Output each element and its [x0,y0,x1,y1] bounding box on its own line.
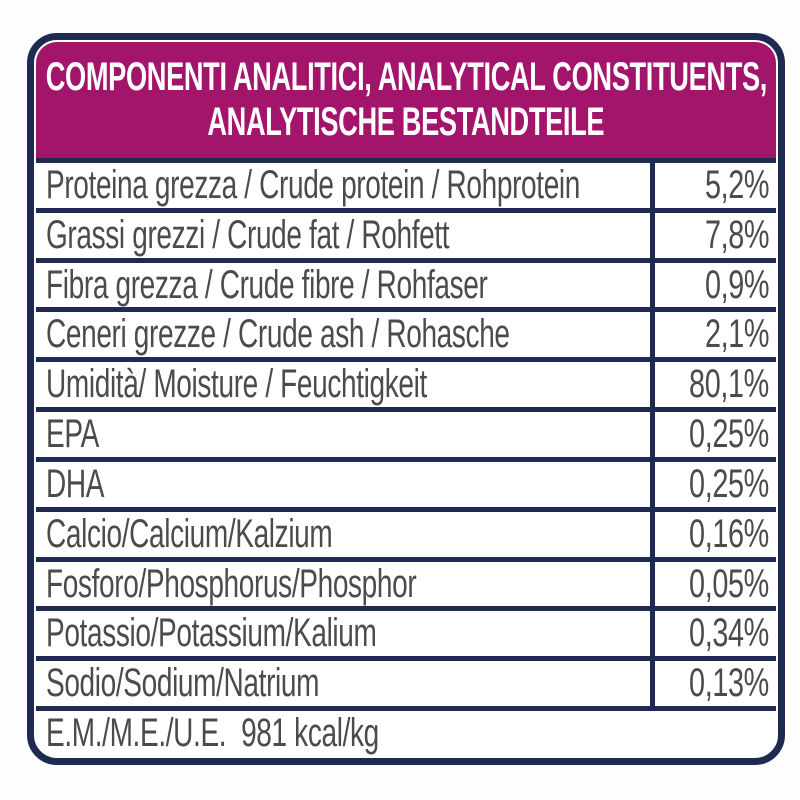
constituent-value: 2,1% [704,312,770,357]
panel-title-line2: ANALYTISCHE BESTANDTEILE [207,100,605,144]
constituent-name-cell: Fibra grezza / Crude fibre / Rohfaser [36,263,650,308]
constituent-name: Fibra grezza / Crude fibre / Rohfaser [46,262,488,307]
constituent-name: Sodio/Sodium/Natrium [46,661,320,706]
constituent-name: Grassi grezzi / Crude fat / Rohfett [46,212,450,257]
constituent-name-cell: Ceneri grezze / Crude ash / Rohasche [36,312,650,357]
panel-inner: COMPONENTI ANALITICI, ANALYTICAL CONSTIT… [36,42,776,756]
table-row: EPA 0,25% [36,407,776,457]
table-row: Sodio/Sodium/Natrium 0,13% [36,656,776,707]
constituent-value: 0,9% [704,262,770,307]
constituent-value-cell: 0,05% [650,561,776,607]
constituent-value: 0,34% [689,611,769,656]
table-row: Fosforo/Phosphorus/Phosphor 0,05% [36,556,776,607]
analytical-constituents-panel: COMPONENTI ANALITICI, ANALYTICAL CONSTIT… [27,33,785,765]
energy-text: E.M./M.E./U.E. 981 kcal/kg [46,711,379,756]
constituent-value: 0,25% [689,412,769,457]
table-row: Proteina grezza / Crude protein / Rohpro… [36,158,776,208]
table-body: Proteina grezza / Crude protein / Rohpro… [36,158,776,707]
table-row: DHA 0,25% [36,456,776,507]
constituent-value: 5,2% [704,163,770,207]
constituent-value: 7,8% [704,212,770,257]
constituent-value-cell: 80,1% [650,362,776,408]
constituent-value-cell: 0,13% [650,661,776,707]
table-row: Umidità/ Moisture / Feuchtigkeit 80,1% [36,357,776,408]
constituent-name: Calcio/Calcium/Kalzium [46,511,333,556]
constituent-name: EPA [46,412,99,457]
constituent-value: 0,13% [689,661,769,706]
table-row: Ceneri grezze / Crude ash / Rohasche 2,1… [36,307,776,358]
constituent-value: 0,05% [689,561,769,606]
table-row: Fibra grezza / Crude fibre / Rohfaser 0,… [36,257,776,308]
constituent-name-cell: Umidità/ Moisture / Feuchtigkeit [36,362,650,407]
table-row: Potassio/Potassium/Kalium 0,34% [36,606,776,657]
panel-title-line1: COMPONENTI ANALITICI, ANALYTICAL CONSTIT… [45,54,767,99]
energy-cell: E.M./M.E./U.E. 981 kcal/kg [36,711,776,756]
constituent-value-cell: 0,16% [650,511,776,557]
constituent-value-cell: 0,25% [650,412,776,457]
constituent-name: DHA [46,461,105,506]
constituent-value: 0,16% [689,511,769,556]
constituent-name: Proteina grezza / Crude protein / Rohpro… [46,163,581,207]
constituent-name: Fosforo/Phosphorus/Phosphor [46,561,417,606]
constituent-value: 0,25% [689,461,769,506]
constituent-value-cell: 2,1% [650,312,776,358]
table-row: Calcio/Calcium/Kalzium 0,16% [36,506,776,557]
constituent-name: Potassio/Potassium/Kalium [46,611,377,656]
constituent-value-cell: 0,25% [650,461,776,507]
constituent-name-cell: Fosforo/Phosphorus/Phosphor [36,562,650,607]
table-row: Grassi grezzi / Crude fat / Rohfett 7,8% [36,207,776,258]
constituent-value-cell: 0,9% [650,262,776,308]
constituent-name-cell: Proteina grezza / Crude protein / Rohpro… [36,163,650,208]
constituent-value-cell: 5,2% [650,163,776,208]
constituent-name-cell: Grassi grezzi / Crude fat / Rohfett [36,213,650,258]
constituent-value-cell: 7,8% [650,212,776,258]
constituent-value-cell: 0,34% [650,611,776,657]
panel-title: COMPONENTI ANALITICI, ANALYTICAL CONSTIT… [36,42,776,158]
constituent-name-cell: Potassio/Potassium/Kalium [36,611,650,656]
energy-row: E.M./M.E./U.E. 981 kcal/kg [36,706,776,756]
constituent-value: 80,1% [689,362,769,407]
constituent-name-cell: Calcio/Calcium/Kalzium [36,512,650,557]
constituent-name: Umidità/ Moisture / Feuchtigkeit [46,362,427,407]
constituent-name-cell: DHA [36,462,650,507]
constituent-name-cell: EPA [36,412,650,457]
constituent-name-cell: Sodio/Sodium/Natrium [36,661,650,706]
constituent-name: Ceneri grezze / Crude ash / Rohasche [46,312,510,357]
